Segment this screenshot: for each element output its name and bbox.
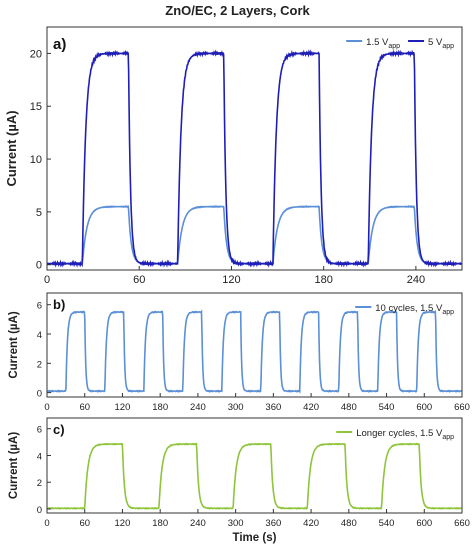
y-tick-label: 6 xyxy=(37,301,42,312)
x-tick-label: 0 xyxy=(44,274,50,286)
x-tick-label: 480 xyxy=(341,402,357,413)
x-axis-label: Time (s) xyxy=(233,532,277,544)
x-tick-label: 420 xyxy=(303,402,319,413)
x-tick-label: 60 xyxy=(133,274,145,286)
x-tick-label: 300 xyxy=(228,518,244,529)
x-tick-label: 180 xyxy=(152,402,168,413)
x-tick-label: 600 xyxy=(416,402,432,413)
x-tick-label: 360 xyxy=(265,402,281,413)
panel-label: c) xyxy=(53,422,65,437)
y-axis-label: Current (µA) xyxy=(8,311,20,378)
y-tick-label: 10 xyxy=(30,154,42,166)
y-tick-label: 20 xyxy=(30,48,42,60)
x-tick-label: 480 xyxy=(341,518,357,529)
y-tick-label: 4 xyxy=(37,451,42,462)
y-tick-label: 0 xyxy=(36,260,42,272)
y-tick-label: 0 xyxy=(37,389,42,400)
x-tick-label: 60 xyxy=(79,402,90,413)
x-tick-label: 540 xyxy=(379,402,395,413)
figure-title: ZnO/EC, 2 Layers, Cork xyxy=(165,3,310,18)
series-line-2 xyxy=(47,49,462,268)
panel-label: b) xyxy=(53,297,65,312)
legend-label: 1.5 Vapp xyxy=(366,37,400,50)
x-tick-label: 660 xyxy=(454,518,470,529)
series-line-1 xyxy=(47,309,462,394)
y-tick-label: 2 xyxy=(37,478,42,489)
y-tick-label: 6 xyxy=(37,425,42,436)
legend-label: Longer cycles, 1.5 Vapp xyxy=(356,428,454,441)
x-tick-label: 240 xyxy=(190,402,206,413)
plot-frame xyxy=(46,26,463,271)
x-tick-label: 120 xyxy=(115,518,131,529)
x-tick-label: 60 xyxy=(79,518,90,529)
y-axis-label: Current (µA) xyxy=(8,432,20,499)
panel-1: 0 60 120 180 240 0 5 10 15 20 Current (µA) a) 5 Vapp… xyxy=(4,26,463,286)
x-tick-label: 600 xyxy=(416,518,432,529)
x-tick-label: 120 xyxy=(115,402,131,413)
x-tick-label: 660 xyxy=(454,402,470,413)
x-tick-label: 0 xyxy=(44,402,49,413)
legend-label: 10 cycles, 1.5 Vapp xyxy=(375,303,454,316)
plot-frame xyxy=(46,292,463,398)
y-tick-label: 0 xyxy=(37,505,42,516)
x-tick-label: 180 xyxy=(152,518,168,529)
x-tick-label: 180 xyxy=(314,274,332,286)
x-tick-label: 360 xyxy=(265,518,281,529)
y-axis-label: Current (µA) xyxy=(4,110,19,186)
x-tick-label: 120 xyxy=(222,274,240,286)
x-tick-label: 0 xyxy=(44,518,49,529)
y-tick-label: 5 xyxy=(36,207,42,219)
y-tick-label: 15 xyxy=(30,101,42,113)
x-tick-label: 240 xyxy=(190,518,206,529)
x-tick-label: 540 xyxy=(379,518,395,529)
series-line-1 xyxy=(47,205,462,266)
x-tick-label: 420 xyxy=(303,518,319,529)
panel-3: 0 60 120 180 240 300 360 420 480 540 600 660 0 2 4 6 Cur… xyxy=(8,417,470,544)
series-line-1 xyxy=(47,442,462,511)
x-tick-label: 300 xyxy=(228,402,244,413)
panel-label: a) xyxy=(53,36,66,53)
y-tick-label: 2 xyxy=(37,359,42,370)
x-tick-label: 240 xyxy=(407,274,425,286)
panel-2: 0 60 120 180 240 300 360 420 480 540 600 660 0 2 4 6 Cur… xyxy=(8,292,470,413)
plot-frame xyxy=(46,417,463,514)
legend-label: 5 Vapp xyxy=(428,37,454,50)
y-tick-label: 4 xyxy=(37,330,42,341)
